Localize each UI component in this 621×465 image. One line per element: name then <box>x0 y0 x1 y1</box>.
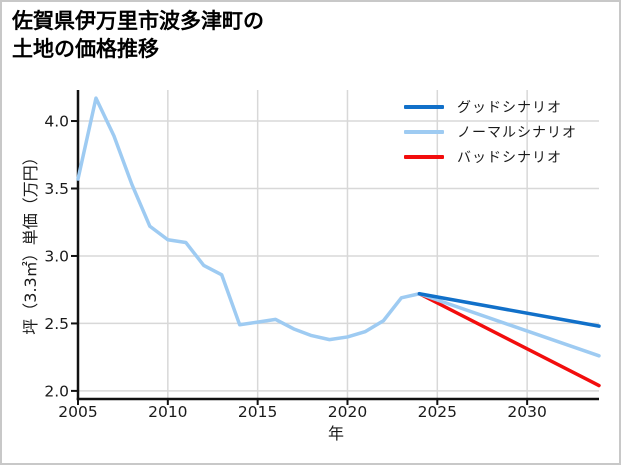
y-tick-label: 4.0 <box>44 113 69 131</box>
bad-scenario-line <box>417 292 601 388</box>
chart-title-line1: 佐賀県伊万里市波多津町の <box>12 9 264 33</box>
x-tick-label: 2005 <box>58 403 97 421</box>
y-tick-label: 3.0 <box>44 247 69 265</box>
legend-label-bad: バッドシナリオ <box>457 149 562 166</box>
legend-item-good: グッドシナリオ <box>404 94 577 119</box>
x-tick-label: 2030 <box>507 403 546 421</box>
x-tick-label: 2010 <box>148 403 187 421</box>
normal-scenario-line-swatch <box>404 129 444 134</box>
legend-label-normal: ノーマルシナリオ <box>457 124 577 141</box>
history-line <box>76 96 422 342</box>
chart-title-line2: 土地の価格推移 <box>12 37 159 61</box>
y-tick-label: 3.5 <box>44 180 69 198</box>
legend-item-bad: バッドシナリオ <box>404 144 577 169</box>
legend-label-good: グッドシナリオ <box>457 99 562 116</box>
bad-scenario-line-swatch <box>404 154 444 159</box>
legend-item-normal: ノーマルシナリオ <box>404 119 577 144</box>
normal-scenario-line <box>417 292 601 358</box>
x-tick-label: 2025 <box>418 403 457 421</box>
x-tick-label: 2020 <box>328 403 367 421</box>
legend: グッドシナリオ ノーマルシナリオ バッドシナリオ <box>404 94 577 169</box>
y-tick-label: 2.5 <box>44 315 69 333</box>
x-axis-label: 年 <box>327 424 345 443</box>
y-axis-label: 坪（3.3㎡）単価（万円） <box>21 149 40 335</box>
chart-title: 佐賀県伊万里市波多津町の 土地の価格推移 <box>12 7 264 63</box>
good-scenario-line <box>417 292 601 328</box>
x-tick-label: 2015 <box>238 403 277 421</box>
y-tick-label: 2.0 <box>44 382 69 400</box>
good-scenario-line-swatch <box>404 104 444 109</box>
